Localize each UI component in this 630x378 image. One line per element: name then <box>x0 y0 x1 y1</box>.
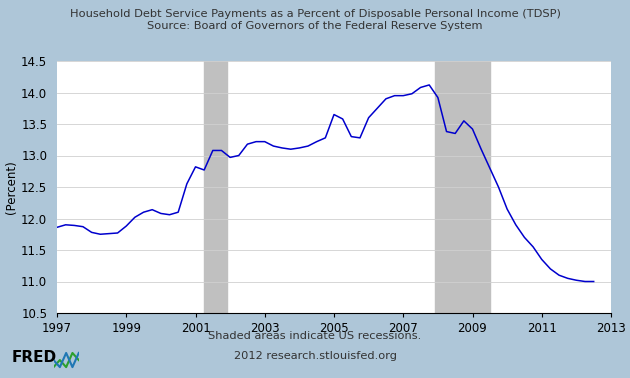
Text: FRED: FRED <box>11 350 57 365</box>
Text: Shaded areas indicate US recessions.: Shaded areas indicate US recessions. <box>209 331 421 341</box>
Text: Source: Board of Governors of the Federal Reserve System: Source: Board of Governors of the Federa… <box>147 21 483 31</box>
Text: 2012 research.stlouisfed.org: 2012 research.stlouisfed.org <box>234 351 396 361</box>
Y-axis label: (Percent): (Percent) <box>6 160 18 214</box>
Bar <box>435 61 490 313</box>
Text: Household Debt Service Payments as a Percent of Disposable Personal Income (TDSP: Household Debt Service Payments as a Per… <box>69 9 561 19</box>
Bar <box>204 61 227 313</box>
